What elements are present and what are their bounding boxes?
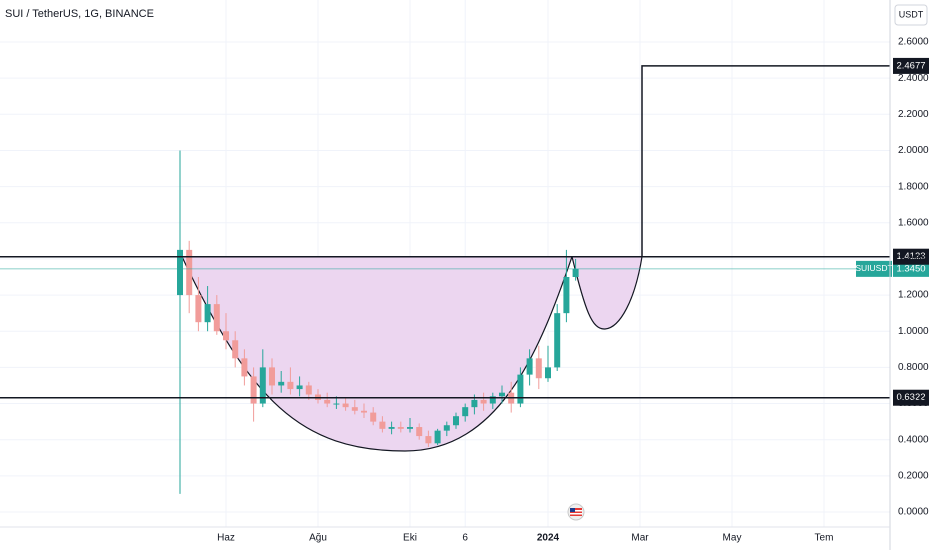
candle-body bbox=[434, 430, 441, 444]
candle-body bbox=[517, 374, 524, 404]
level-box bbox=[893, 248, 929, 265]
level-box bbox=[893, 389, 929, 406]
candle-body bbox=[269, 367, 275, 386]
candle-body bbox=[545, 367, 551, 379]
candle-body bbox=[186, 249, 193, 296]
y-tick-label: 0.0000 bbox=[898, 507, 929, 518]
candle-body bbox=[563, 277, 570, 314]
candle-body bbox=[388, 427, 395, 429]
candle-body bbox=[443, 425, 450, 431]
level-box bbox=[893, 57, 929, 74]
y-tick-label: 1.8000 bbox=[898, 181, 929, 192]
candle-body bbox=[535, 358, 542, 379]
candle-body bbox=[361, 410, 367, 413]
chart-title: SUI / TetherUS, 1G, BINANCE bbox=[5, 8, 154, 20]
target-line bbox=[641, 65, 890, 257]
candle-body bbox=[223, 331, 229, 341]
handle-curve bbox=[571, 256, 643, 330]
symbol-label: SUIUSDT bbox=[855, 263, 892, 273]
symbol-box bbox=[856, 260, 892, 277]
candle-body bbox=[462, 407, 469, 417]
handle-fill bbox=[572, 256, 642, 330]
y-tick-label: 1.4000 bbox=[898, 254, 929, 265]
candle-body bbox=[370, 412, 377, 422]
y-tick-label: 0.2000 bbox=[898, 470, 929, 481]
candle-body bbox=[195, 295, 202, 323]
x-tick-label: May bbox=[723, 533, 742, 544]
level-label: 1.4123 bbox=[896, 251, 925, 262]
y-tick-label: 2.6000 bbox=[898, 37, 929, 48]
y-tick-label: 2.4000 bbox=[898, 73, 929, 84]
candle-body bbox=[250, 376, 257, 404]
candle-body bbox=[213, 304, 220, 332]
x-tick-label: Haz bbox=[217, 533, 235, 544]
x-tick-label: Eki bbox=[403, 533, 417, 544]
candle-body bbox=[333, 403, 340, 405]
x-tick-label: 2024 bbox=[537, 533, 560, 544]
currency-box[interactable] bbox=[894, 4, 928, 26]
event-icon[interactable] bbox=[567, 503, 585, 521]
y-tick-label: 0.8000 bbox=[898, 362, 929, 373]
last-price-box bbox=[893, 260, 929, 277]
y-tick-label: 2.2000 bbox=[898, 109, 929, 120]
x-tick-label: 6 bbox=[462, 533, 468, 544]
candle-body bbox=[397, 427, 404, 429]
candle-body bbox=[554, 313, 561, 368]
candle-body bbox=[241, 358, 248, 377]
candle-body bbox=[296, 385, 303, 390]
candle-body bbox=[287, 381, 294, 390]
candle-body bbox=[232, 340, 239, 359]
y-tick-label: 1.2000 bbox=[898, 290, 929, 301]
candle-body bbox=[278, 381, 285, 386]
level-label: 2.4677 bbox=[896, 60, 925, 71]
candle-body bbox=[177, 249, 183, 296]
currency[interactable]: USDT bbox=[899, 9, 924, 19]
candle-body bbox=[204, 304, 211, 323]
candle-body bbox=[305, 385, 312, 395]
y-tick-label: 1.6000 bbox=[898, 217, 929, 228]
candle-body bbox=[324, 399, 331, 404]
level-label: 0.6322 bbox=[896, 392, 925, 403]
candle-body bbox=[526, 358, 533, 375]
candle-body bbox=[342, 403, 349, 408]
x-tick-label: Tem bbox=[815, 533, 834, 544]
candle-body bbox=[407, 427, 413, 429]
y-tick-label: 2.0000 bbox=[898, 145, 929, 156]
candle-body bbox=[471, 399, 478, 408]
candle-body bbox=[480, 399, 487, 404]
x-tick-label: Mar bbox=[631, 533, 649, 544]
candle-body bbox=[425, 436, 432, 444]
candle-body bbox=[416, 427, 423, 437]
candle-body bbox=[489, 396, 496, 404]
candles bbox=[177, 150, 579, 494]
candle-body bbox=[453, 416, 459, 426]
candle-body bbox=[259, 367, 266, 404]
candle-body bbox=[379, 421, 386, 429]
y-tick-label: 1.0000 bbox=[898, 326, 929, 337]
y-tick-label: 0.6000 bbox=[898, 398, 929, 409]
candle-body bbox=[499, 392, 505, 397]
last-price-label: 1.3450 bbox=[896, 263, 925, 274]
x-tick-label: Ağu bbox=[309, 533, 327, 544]
y-tick-label: 0.4000 bbox=[898, 434, 929, 445]
candle-body bbox=[351, 407, 358, 411]
candle-body bbox=[572, 268, 579, 277]
